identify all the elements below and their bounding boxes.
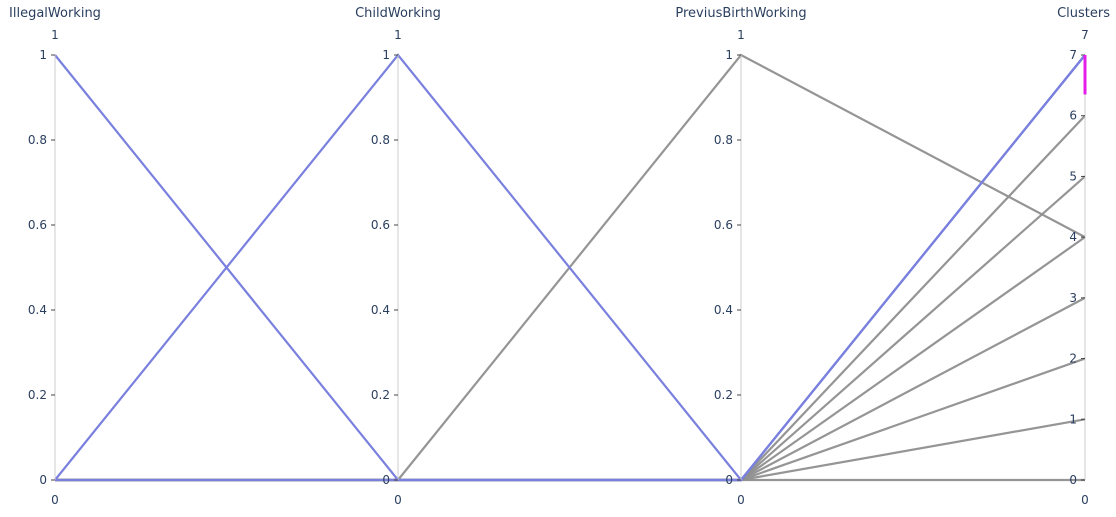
tick-label: 1 [1069, 412, 1077, 426]
data-line-2 [55, 357, 1086, 482]
data-lines [54, 53, 1086, 482]
axis-title: IllegalWorking [9, 6, 101, 21]
axis-previusbirthworking[interactable]: PreviusBirthWorking 1 00 0.2 0.4 0.6 0.8 1 [675, 6, 806, 507]
axis-range-max-label: 1 [737, 28, 745, 42]
data-line-5 [55, 175, 1086, 482]
axis-title: Clusters [1057, 6, 1110, 21]
constraint-range-bar[interactable] [1083, 55, 1087, 95]
tick-label: 0.6 [714, 218, 733, 232]
tick-label: 0.4 [28, 303, 47, 317]
data-line-3 [55, 296, 1086, 482]
axis-childworking[interactable]: ChildWorking 1 00 0.2 0.4 0.6 0.8 1 [355, 6, 441, 507]
tick-label: 0.2 [714, 388, 733, 402]
tick-label: 2 [1069, 352, 1077, 366]
tick-label: 0.6 [371, 218, 390, 232]
axis-illegalworking[interactable]: IllegalWorking 1 00 0.2 0.4 0.6 0.8 1 [9, 6, 101, 507]
tick-label: 0 [1069, 473, 1077, 487]
tick-label: 0 [725, 473, 733, 487]
tick-label: 6 [1069, 109, 1077, 123]
axis-range-max-label: 1 [51, 28, 59, 42]
axis-range-min-label: 0 [394, 493, 402, 507]
axis-range-min-label: 0 [737, 493, 745, 507]
axis-title: ChildWorking [355, 6, 441, 21]
tick-label: 5 [1069, 169, 1077, 183]
tick-label: 0.8 [714, 133, 733, 147]
tick-label: 0.4 [714, 303, 733, 317]
tick-label: 4 [1069, 230, 1077, 244]
tick-label: 0 [382, 473, 390, 487]
tick-label: 0.4 [371, 303, 390, 317]
axis-range-min-label: 0 [1081, 493, 1089, 507]
tick-label: 1 [382, 48, 390, 62]
tick-label: 3 [1069, 291, 1077, 305]
data-line-4 [55, 236, 1086, 482]
data-line-6 [55, 114, 1086, 482]
tick-label: 0.8 [28, 133, 47, 147]
tick-label: 0.8 [371, 133, 390, 147]
tick-label: 1 [725, 48, 733, 62]
tick-label: 0.2 [371, 388, 390, 402]
tick-label: 1 [39, 48, 47, 62]
axis-clusters[interactable]: Clusters 7 00 1 2 3 4 5 6 7 [1057, 6, 1110, 507]
data-line-1 [55, 418, 1086, 482]
data-line-10 [55, 54, 1086, 482]
axes: IllegalWorking1000.20.40.60.81ChildWorki… [9, 6, 1110, 507]
axis-range-max-label: 7 [1081, 28, 1089, 42]
axis-title: PreviusBirthWorking [675, 6, 806, 21]
tick-label: 0 [39, 473, 47, 487]
axis-range-min-label: 0 [51, 493, 59, 507]
tick-label: 0.2 [28, 388, 47, 402]
axis-range-max-label: 1 [394, 28, 402, 42]
tick-label: 7 [1069, 48, 1077, 62]
data-line-8 [54, 53, 1086, 482]
tick-label: 0.6 [28, 218, 47, 232]
